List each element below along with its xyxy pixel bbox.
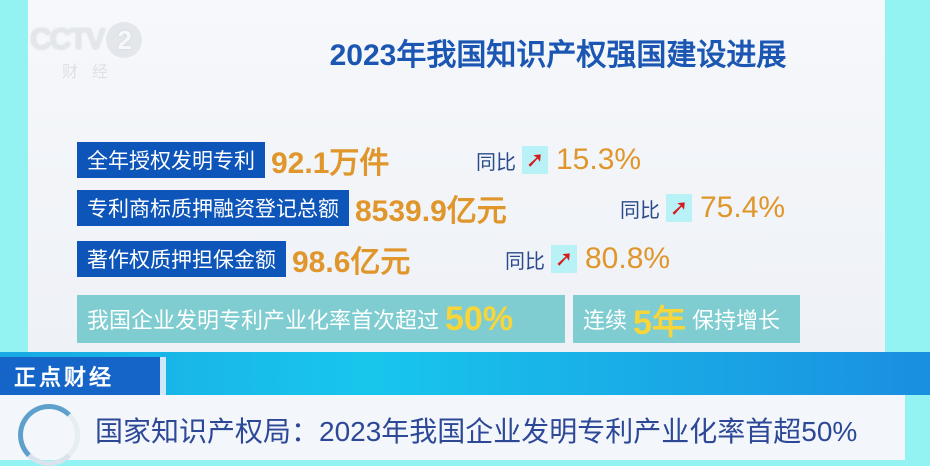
yoy-group: 同比 ➚ 15.3% xyxy=(476,142,641,178)
stat-row: 著作权质押担保金额 98.6亿元 xyxy=(77,241,410,279)
program-name: 正点财经 xyxy=(0,357,160,395)
stat-value: 98.6亿元 xyxy=(292,246,411,279)
yoy-value: 75.4% xyxy=(700,191,786,224)
headline-text: 国家知识产权局：2023年我国企业发明专利产业化率首超50% xyxy=(95,416,858,447)
logo-channel: CCTV xyxy=(30,23,106,56)
logo-sub: 财经 xyxy=(62,64,123,81)
stat-row: 专利商标质押融资登记总额 8539.9亿元 xyxy=(77,190,507,228)
infographic-title: 2023年我国知识产权强国建设进展 xyxy=(329,39,787,72)
yoy-value: 15.3% xyxy=(556,143,642,176)
yoy-label: 同比 xyxy=(620,199,660,222)
yoy-value: 80.8% xyxy=(585,242,671,275)
highlight-emphasis: 5年 xyxy=(633,303,686,342)
stat-label: 专利商标质押融资登记总额 xyxy=(77,190,349,226)
stat-row: 全年授权发明专利 92.1万件 xyxy=(77,142,389,180)
stat-label: 著作权质押担保金额 xyxy=(77,241,286,277)
logo-number: 2 xyxy=(105,22,142,58)
frame-edge xyxy=(905,395,930,460)
up-arrow-icon: ➚ xyxy=(522,146,548,174)
stat-value: 92.1万件 xyxy=(271,147,390,180)
ring-logo-icon xyxy=(18,404,80,466)
yoy-label: 同比 xyxy=(476,151,516,174)
highlight-industrialization: 我国企业发明专利产业化率首次超过 50% xyxy=(77,295,565,343)
yoy-group: 同比 ➚ 75.4% xyxy=(620,190,785,226)
stat-label: 全年授权发明专利 xyxy=(77,142,265,178)
up-arrow-icon: ➚ xyxy=(666,194,692,222)
cctv-logo: CCTV 2 xyxy=(30,22,142,58)
highlight-growth: 连续 5年 保持增长 xyxy=(573,295,800,343)
stat-value: 8539.9亿元 xyxy=(355,195,507,228)
program-tag-edge xyxy=(160,357,166,395)
highlight-text: 连续 xyxy=(583,308,628,333)
highlight-text: 保持增长 xyxy=(691,308,780,333)
up-arrow-icon: ➚ xyxy=(551,245,577,273)
highlight-text: 我国企业发明专利产业化率首次超过 xyxy=(87,308,440,333)
yoy-label: 同比 xyxy=(505,250,545,273)
highlight-emphasis: 50% xyxy=(445,299,514,338)
yoy-group: 同比 ➚ 80.8% xyxy=(505,241,670,277)
headline-strip xyxy=(0,395,905,460)
